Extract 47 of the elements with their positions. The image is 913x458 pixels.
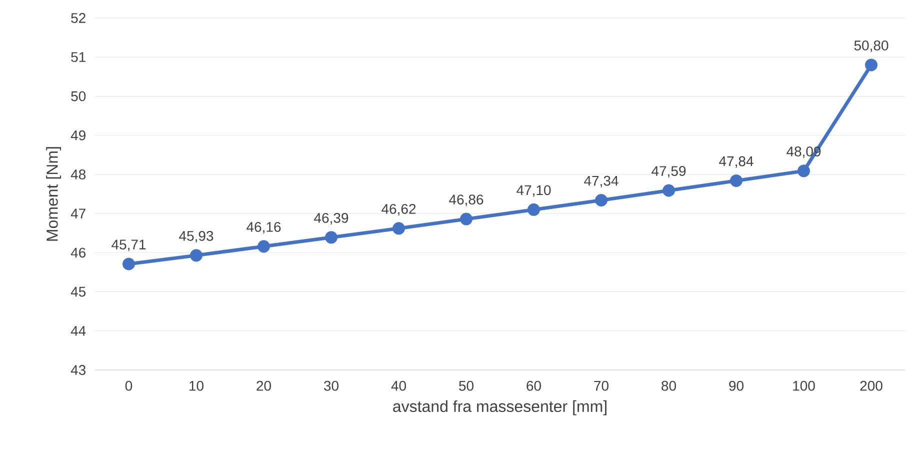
point [662, 184, 676, 197]
point [730, 174, 743, 187]
y-tick-label: 48 [70, 169, 86, 180]
data-label: 47,10 [516, 185, 551, 197]
data-label: 47,59 [652, 166, 686, 178]
point [325, 231, 338, 244]
point [460, 212, 473, 226]
data-label: 45,71 [112, 240, 146, 252]
data-label: 45,93 [179, 230, 214, 243]
point [865, 58, 878, 72]
x-tick-label: 80 [662, 380, 676, 391]
y-tick-label: 47 [70, 208, 86, 218]
x-tick-label: 0 [125, 380, 132, 391]
y-tick-label: 44 [70, 326, 86, 336]
y-tick-label: 43 [70, 365, 86, 375]
data-label: 46,62 [382, 204, 416, 216]
x-tick-label: 50 [459, 380, 474, 391]
x-tick-label: 90 [729, 380, 744, 391]
point [190, 249, 202, 262]
x-tick-label: 30 [324, 380, 338, 391]
y-tick-label: 49 [70, 130, 86, 140]
x-tick-label: 200 [860, 380, 882, 391]
y-tick-label: 45 [70, 286, 86, 297]
point [595, 194, 608, 207]
y-axis-title: Moment [Nm] [46, 147, 62, 241]
y-tick-label: 46 [70, 248, 86, 258]
x-tick-label: 100 [793, 380, 815, 391]
point [258, 240, 270, 253]
point [122, 258, 135, 270]
y-tick-label: 50 [71, 91, 86, 102]
y-tick-label: 51 [71, 52, 86, 62]
point [528, 203, 540, 216]
x-tick-label: 20 [256, 380, 271, 391]
data-label: 46,39 [314, 212, 348, 225]
data-label: 46,86 [449, 194, 484, 206]
x-axis-title: avstand fra massesenter [mm] [393, 400, 606, 416]
x-tick-label: 40 [391, 380, 406, 391]
data-label: 46,16 [246, 222, 281, 234]
x-tick-label: 70 [594, 380, 608, 391]
point [798, 164, 810, 178]
data-label: 47,34 [584, 176, 618, 188]
point [392, 222, 406, 235]
x-tick-label: 10 [190, 380, 204, 391]
y-tick-label: 52 [71, 13, 86, 23]
data-label: 50,80 [854, 40, 888, 52]
data-label: 47,84 [719, 156, 754, 168]
x-tick-label: 60 [526, 380, 541, 391]
